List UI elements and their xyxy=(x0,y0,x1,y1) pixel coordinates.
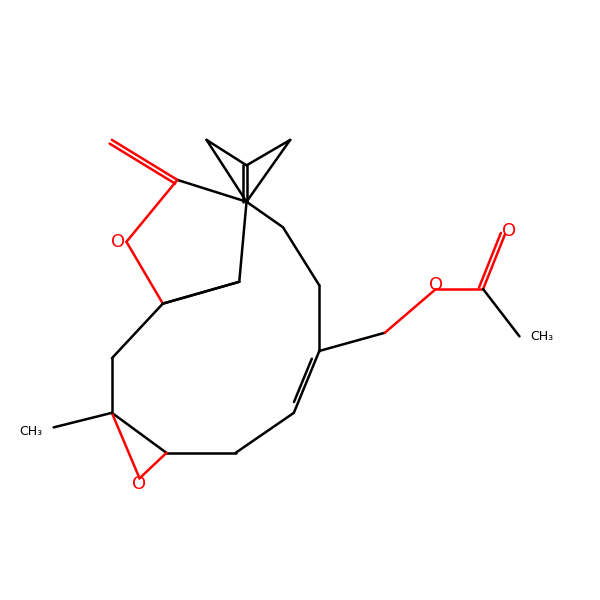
Text: CH₃: CH₃ xyxy=(530,330,554,343)
Text: O: O xyxy=(133,475,146,493)
Text: O: O xyxy=(110,233,125,251)
Text: CH₃: CH₃ xyxy=(20,425,43,437)
Text: O: O xyxy=(502,222,515,240)
Text: O: O xyxy=(429,277,443,295)
